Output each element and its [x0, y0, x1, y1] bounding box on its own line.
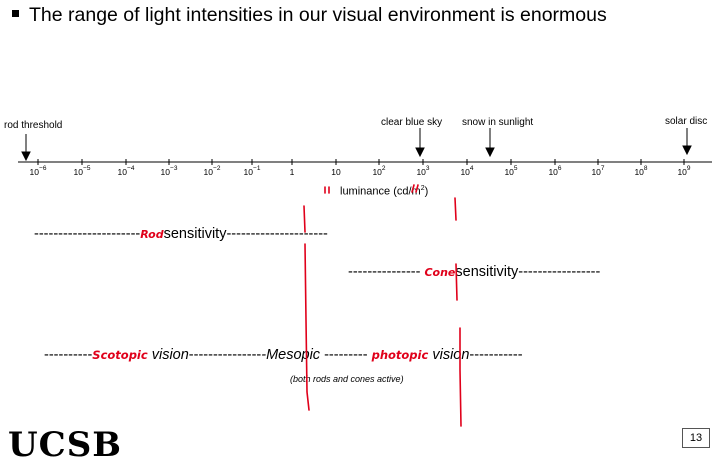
tick-label: 10 — [331, 166, 341, 177]
axis-title: luminance (cd/m2) — [340, 185, 429, 198]
cone-sensitivity-label: sensitivity — [455, 264, 519, 280]
mesopic-label: -Mesopic — [261, 347, 325, 363]
tick-label: 108 — [634, 165, 648, 177]
red-mark — [455, 263, 458, 301]
bullet-line: The range of light intensities in our vi… — [12, 4, 607, 27]
red-mark — [454, 197, 457, 221]
red-mark — [459, 327, 462, 427]
handwritten-photopic: photopic — [371, 348, 429, 362]
rod-sensitivity-row: ----------------------Rodsensitivity----… — [34, 226, 328, 242]
red-quote-mark — [324, 186, 330, 194]
handwritten-annotations — [303, 184, 462, 427]
dashes: --------- — [324, 347, 368, 363]
marker-snow-in-sunlight: snow in sunlight — [462, 117, 534, 128]
scotopic-vision-label: vision — [151, 347, 189, 363]
tick-label: 10−5 — [73, 165, 91, 177]
arrow-down-icon — [682, 128, 692, 156]
arrow-down-icon — [21, 134, 31, 162]
dashes: ----------------- — [518, 264, 601, 280]
cone-sensitivity-row: --------------- Conesensitivity---------… — [348, 264, 600, 280]
tick-label: 102 — [372, 165, 386, 177]
handwritten-cone: Cone — [424, 266, 456, 279]
vision-row: ----------Scotopic vision---------------… — [44, 347, 523, 363]
dashes: ----------- — [469, 347, 523, 363]
tick-label: 1 — [289, 166, 295, 177]
tick-label: 10−4 — [117, 165, 135, 177]
red-quote-mark — [411, 184, 419, 193]
dashes: --------------- — [188, 347, 262, 363]
handwritten-rod: Rod — [140, 228, 164, 241]
tick-label: 107 — [591, 165, 605, 177]
tick-label: 10−1 — [243, 165, 261, 177]
red-mark — [304, 243, 310, 411]
dashes: --------------- — [348, 264, 421, 280]
marker-arrows — [21, 128, 692, 162]
axis-tick-marks — [37, 159, 685, 165]
mesopic-note: (both rods and cones active) — [290, 374, 404, 384]
page-number: 13 — [682, 428, 710, 448]
tick-label: 103 — [416, 165, 430, 177]
marker-rod-threshold: rod threshold — [4, 120, 63, 131]
dashes: ---------------------- — [34, 226, 141, 242]
scale-graphics — [18, 128, 712, 427]
tick-label: 106 — [548, 165, 562, 177]
tick-label: 105 — [504, 165, 518, 177]
red-mark — [303, 205, 306, 233]
slide: The range of light intensities in our vi… — [4, 4, 712, 462]
bullet-text: The range of light intensities in our vi… — [29, 4, 607, 26]
tick-label: 10−2 — [203, 165, 221, 177]
tick-label: 10−6 — [29, 165, 47, 177]
arrow-down-icon — [415, 128, 425, 158]
handwritten-scotopic: Scotopic — [92, 348, 148, 362]
tick-label: 109 — [677, 165, 691, 177]
marker-clear-blue-sky: clear blue sky — [381, 117, 443, 128]
tick-label: 104 — [460, 165, 474, 177]
marker-solar-disc: solar disc — [665, 116, 708, 127]
bullet-square-icon — [12, 10, 19, 18]
arrow-down-icon — [485, 128, 495, 158]
rod-sensitivity-label: sensitivity — [163, 226, 227, 242]
dashes: ---------- — [44, 347, 93, 363]
tick-label: 10−3 — [160, 165, 178, 177]
dashes: --------------------- — [226, 226, 328, 242]
